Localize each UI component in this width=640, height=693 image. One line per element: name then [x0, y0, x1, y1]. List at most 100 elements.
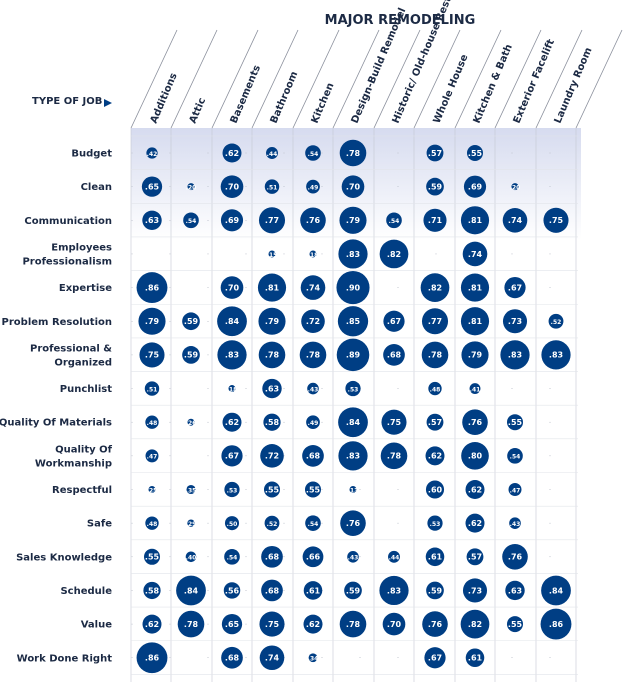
- bubble-marker: [222, 412, 242, 432]
- bubble-marker: [258, 207, 286, 234]
- bubble-marker: [506, 616, 524, 633]
- bubble-marker: [425, 547, 445, 567]
- bubble-marker: [143, 548, 161, 565]
- column-header-divider: [373, 29, 421, 129]
- bubble-value-label: .49: [308, 184, 319, 191]
- bubble-value-label: .47: [147, 454, 158, 461]
- bubble-value-label: .51: [267, 184, 278, 191]
- bubble-value-label: .82: [387, 250, 401, 259]
- column-header-label: Attic: [188, 96, 209, 125]
- bubble-value-label: .51: [147, 386, 158, 393]
- bubble-marker: [425, 446, 445, 466]
- bubble-marker: [509, 517, 521, 529]
- bubble-marker: [145, 415, 159, 429]
- bubble-value-label: .76: [428, 620, 443, 629]
- bubble-value-label: .69: [468, 182, 483, 191]
- bubble-marker: [260, 444, 284, 468]
- bubble-value-label: .83: [549, 351, 563, 360]
- bubble-marker: [187, 183, 195, 191]
- bubble-value-label: .77: [428, 317, 442, 326]
- bubble-marker: [379, 239, 409, 269]
- bubble-marker: [345, 380, 361, 397]
- bubble-value-label: .82: [428, 283, 442, 292]
- bubble-marker: [504, 276, 526, 299]
- bubble-marker: [217, 340, 247, 370]
- bubble-marker: [462, 409, 488, 435]
- bubble-marker: [502, 544, 528, 570]
- bubble-marker: [143, 581, 161, 600]
- bubble-value-label: .60: [428, 485, 443, 494]
- bubble-marker: [264, 179, 280, 194]
- bubble-value-label: .54: [510, 454, 521, 461]
- bubble-marker: [425, 480, 445, 499]
- bubble-marker: [308, 653, 318, 663]
- bubble-value-label: .59: [184, 351, 199, 360]
- column-header: Whole House: [432, 53, 471, 125]
- bubble-value-label: .84: [346, 418, 361, 427]
- bubble-marker: [469, 383, 481, 394]
- row-label: Punchlist: [60, 384, 112, 395]
- bubble-marker: [338, 441, 368, 471]
- bubble-value-label: .74: [306, 283, 321, 292]
- bubble-marker: [463, 175, 487, 198]
- bubble-value-label: .61: [428, 553, 443, 562]
- column-header: Kitchen & Bath: [472, 43, 515, 125]
- bubble-marker: [383, 344, 405, 366]
- bubble-value-label: .49: [308, 420, 319, 427]
- bubble-value-label: .35: [186, 487, 197, 494]
- bubble-value-label: .62: [468, 519, 482, 528]
- bubble-marker: [339, 610, 367, 638]
- bubble-value-label: .59: [346, 586, 361, 595]
- bubble-marker: [500, 340, 530, 370]
- bubble-marker: [381, 409, 407, 435]
- bubble-value-label: .79: [346, 216, 361, 225]
- bubble-marker: [388, 550, 400, 563]
- bubble-marker: [299, 341, 327, 369]
- bubble-marker: [337, 306, 369, 337]
- column-header-divider: [454, 29, 502, 129]
- bubble-value-label: .67: [508, 283, 522, 292]
- bubble-value-label: .63: [508, 586, 522, 595]
- bubble-marker: [301, 309, 325, 334]
- bubble-marker: [465, 648, 485, 668]
- bubble-marker: [423, 208, 447, 232]
- bubble-marker: [182, 312, 200, 331]
- column-header-label: Kitchen & Bath: [472, 43, 515, 125]
- bubble-value-label: .55: [508, 620, 523, 629]
- bubble-marker: [426, 413, 444, 431]
- bubble-value-label: .40: [186, 555, 197, 562]
- bubble-value-label: .78: [428, 351, 443, 360]
- bubble-value-label: .84: [184, 586, 199, 595]
- bubble-marker: [176, 575, 206, 606]
- row-label: Professional & Organized: [30, 343, 112, 368]
- bubble-value-label: .18: [308, 252, 319, 259]
- bubble-value-label: .59: [428, 586, 443, 595]
- bubbles: .42 .62 .44 .54 .78 .57 .55 .65 .20 .70 .51 .49 .70.…: [136, 139, 572, 674]
- row-label: Quality Of Materials: [0, 418, 112, 429]
- bubble-marker: [136, 642, 168, 674]
- bubble-marker: [426, 177, 444, 196]
- bubble-marker: [187, 418, 195, 426]
- bubble-marker: [466, 144, 484, 162]
- bubble-marker: [382, 612, 406, 636]
- bubble-value-label: .86: [145, 654, 160, 663]
- bubble-marker: [185, 551, 197, 563]
- bubble-marker: [259, 645, 285, 671]
- column-header-label: Exterior Facelift: [512, 38, 557, 126]
- bubble-value-label: .48: [430, 386, 441, 393]
- chart-title: MAJOR REMODELING: [325, 13, 476, 28]
- bubble-marker: [306, 415, 320, 430]
- bubble-value-label: .55: [468, 149, 483, 158]
- bubble-value-label: .75: [549, 216, 564, 225]
- bubble-marker: [506, 414, 524, 431]
- bubble-marker: [462, 578, 488, 603]
- bubble-marker: [305, 145, 321, 161]
- bubble-marker: [304, 481, 322, 498]
- column-header-divider: [211, 29, 259, 129]
- column-header-label: Laundry Room: [553, 46, 595, 125]
- bubble-marker: [465, 513, 485, 533]
- column-header: Additions: [149, 71, 180, 125]
- bubble-value-label: .48: [147, 521, 158, 528]
- bubble-marker: [258, 341, 286, 369]
- bubble-marker: [220, 175, 244, 198]
